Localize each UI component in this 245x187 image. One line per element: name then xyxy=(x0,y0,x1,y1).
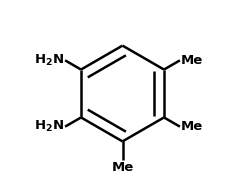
Text: $\mathregular{H_2N}$: $\mathregular{H_2N}$ xyxy=(34,119,64,134)
Text: Me: Me xyxy=(181,120,203,133)
Text: Me: Me xyxy=(181,54,203,67)
Text: $\mathregular{H_2N}$: $\mathregular{H_2N}$ xyxy=(34,53,64,68)
Text: Me: Me xyxy=(111,161,134,174)
